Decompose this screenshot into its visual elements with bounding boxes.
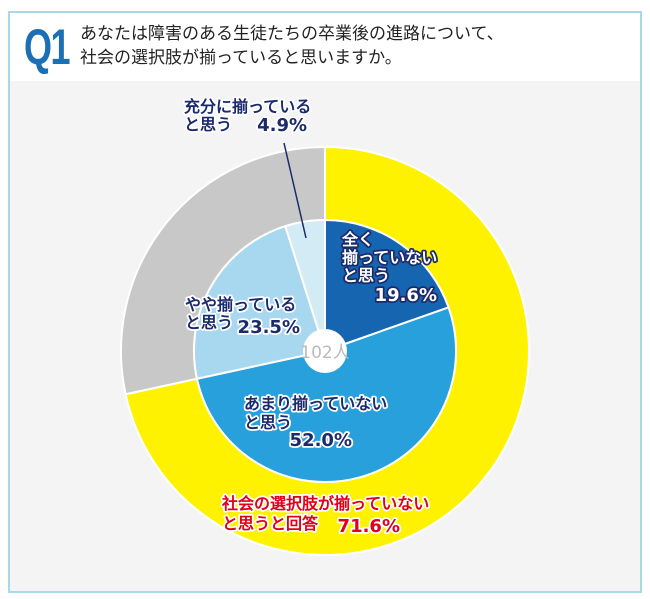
label-not-at-all-line-1: 揃っていない — [342, 248, 437, 267]
question-line-1: あなたは障害のある生徒たちの卒業後の進路について、 — [80, 24, 504, 44]
question-header: Q1 あなたは障害のある生徒たちの卒業後の進路について、 社会の選択肢が揃ってい… — [10, 13, 640, 81]
center-circle — [303, 329, 347, 373]
label-not-really-line-0: あまり揃っていない — [244, 394, 387, 413]
question-number: Q1 — [24, 19, 71, 75]
question-line-2: 社会の選択肢が揃っていると思いますか。 — [80, 48, 402, 68]
label-fully-line-1: と思う — [184, 115, 232, 134]
inner-pie-slice-2 — [193, 224, 327, 380]
label-somewhat-line-1: と思う — [185, 313, 233, 332]
leader-line — [283, 142, 307, 239]
label-fully-value: 4.9% — [257, 115, 307, 136]
label-not-at-all-line-0: 全く — [341, 230, 374, 249]
label-not-aligned-total-value: 71.6% — [338, 516, 400, 537]
label-not-aligned-total-line-1: と思うと回答 — [222, 514, 319, 533]
label-not-at-all-value: 19.6% — [375, 285, 437, 306]
inner-pie-slice-1 — [195, 306, 457, 483]
inner-pie-slice-3 — [284, 218, 326, 352]
question-text: あなたは障害のある生徒たちの卒業後の進路について、 社会の選択肢が揃っていると思… — [80, 22, 504, 70]
label-not-really-value: 52.0% — [290, 430, 352, 451]
label-somewhat-value: 23.5% — [238, 317, 300, 338]
label-not-at-all-line-2: と思う — [342, 266, 390, 285]
center-label: 102人 — [300, 343, 349, 363]
label-fully-line-0: 充分に揃っている — [184, 97, 311, 116]
label-somewhat-line-0: やや揃っている — [185, 295, 296, 314]
label-not-aligned-total-line-0: 社会の選択肢が揃っていない — [221, 494, 429, 513]
label-not-really-line-1: と思う — [244, 413, 292, 432]
